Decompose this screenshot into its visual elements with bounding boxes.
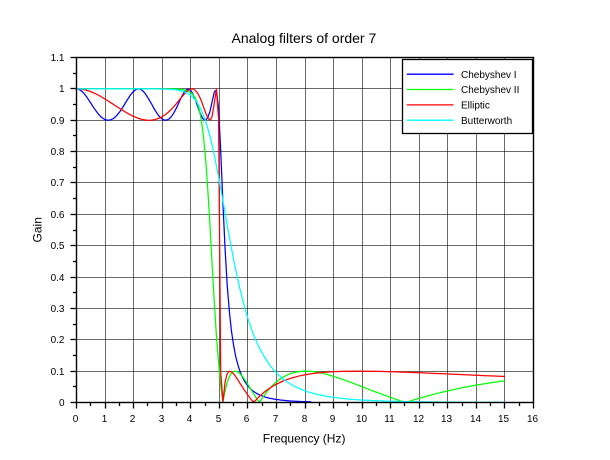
- svg-text:3: 3: [159, 414, 165, 425]
- svg-text:0.2: 0.2: [51, 335, 65, 346]
- svg-text:1: 1: [102, 414, 108, 425]
- svg-text:Elliptic: Elliptic: [461, 101, 490, 112]
- svg-text:Frequency (Hz): Frequency (Hz): [263, 432, 346, 446]
- svg-text:9: 9: [330, 414, 336, 425]
- svg-text:13: 13: [441, 414, 453, 425]
- svg-text:0.4: 0.4: [51, 273, 65, 284]
- svg-text:0: 0: [73, 414, 79, 425]
- svg-text:10: 10: [356, 414, 368, 425]
- svg-text:12: 12: [413, 414, 425, 425]
- svg-text:1.1: 1.1: [51, 53, 65, 64]
- svg-text:0.7: 0.7: [51, 178, 65, 189]
- svg-text:0: 0: [59, 398, 65, 409]
- svg-text:0.5: 0.5: [51, 241, 65, 252]
- svg-text:Analog filters of order 7: Analog filters of order 7: [232, 30, 377, 46]
- svg-text:1: 1: [59, 84, 65, 95]
- svg-text:0.1: 0.1: [51, 367, 65, 378]
- svg-text:Chebyshev II: Chebyshev II: [461, 85, 519, 96]
- svg-text:16: 16: [527, 414, 539, 425]
- svg-text:0.6: 0.6: [51, 210, 65, 221]
- svg-text:5: 5: [216, 414, 222, 425]
- svg-text:Chebyshev I: Chebyshev I: [461, 70, 517, 81]
- svg-text:6: 6: [244, 414, 250, 425]
- svg-text:8: 8: [302, 414, 308, 425]
- svg-text:0.9: 0.9: [51, 116, 65, 127]
- svg-text:11: 11: [384, 414, 395, 425]
- svg-text:14: 14: [470, 414, 482, 425]
- svg-text:4: 4: [187, 414, 193, 425]
- svg-text:15: 15: [498, 414, 510, 425]
- svg-text:Butterworth: Butterworth: [461, 116, 512, 127]
- svg-text:0.8: 0.8: [51, 147, 65, 158]
- svg-text:7: 7: [273, 414, 279, 425]
- svg-text:Gain: Gain: [31, 217, 45, 242]
- svg-text:0.3: 0.3: [51, 304, 65, 315]
- svg-text:2: 2: [130, 414, 136, 425]
